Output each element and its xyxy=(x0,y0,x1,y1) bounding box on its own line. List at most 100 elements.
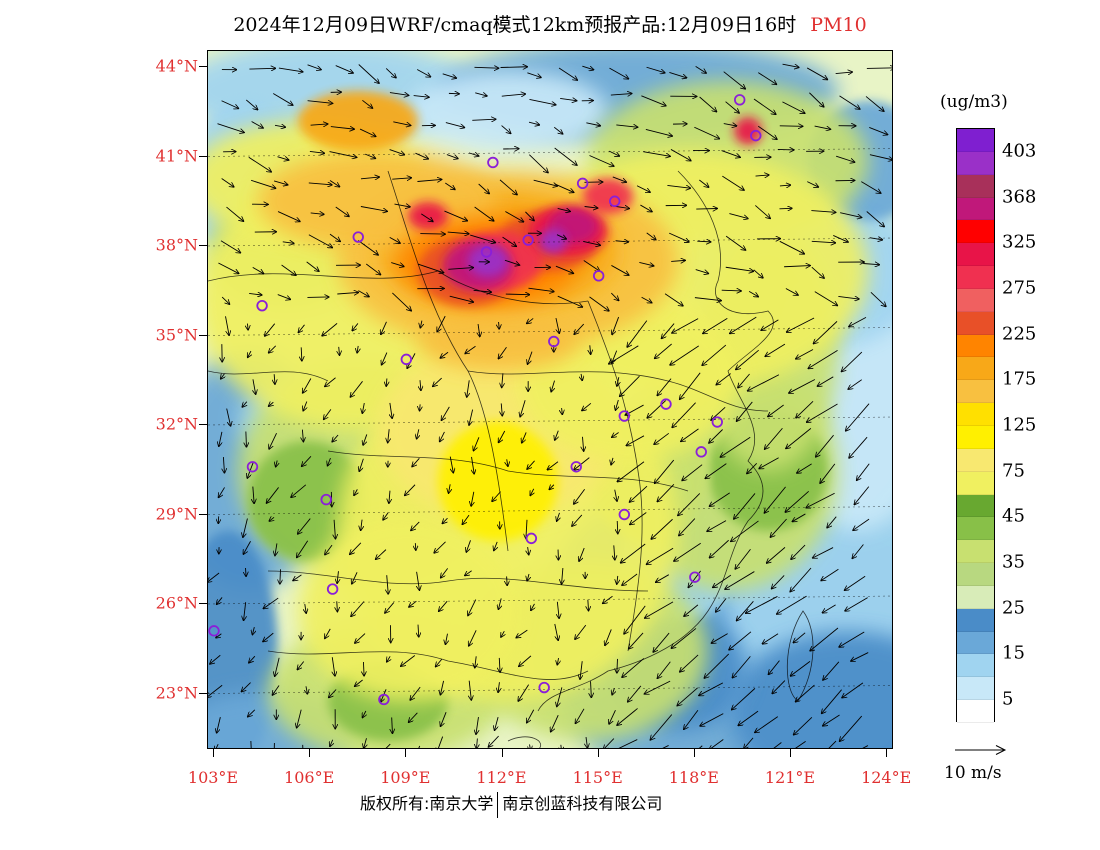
wind-vector xyxy=(358,290,368,297)
wind-vector xyxy=(580,661,582,679)
wind-vector xyxy=(335,206,349,216)
wind-vector xyxy=(417,429,419,438)
wind-vector xyxy=(475,93,487,96)
wind-vector xyxy=(557,295,583,307)
longitude-label: 103°E xyxy=(187,768,239,787)
wind-vector xyxy=(250,740,252,748)
wind-vector xyxy=(469,409,474,425)
legend-swatch xyxy=(957,311,994,335)
legend-swatch xyxy=(957,220,994,244)
wind-vector xyxy=(554,183,574,192)
station-marker xyxy=(576,177,589,190)
wind-vector xyxy=(811,211,835,213)
wind-vector xyxy=(640,204,651,212)
legend-swatch xyxy=(957,471,994,495)
wind-vector xyxy=(501,125,511,134)
legend-label: 325 xyxy=(1002,231,1037,253)
wind-vector xyxy=(670,149,691,160)
wind-vector xyxy=(362,99,372,108)
wind-vector xyxy=(621,543,646,563)
wind-vector xyxy=(579,547,585,561)
wind-vector xyxy=(498,598,501,609)
boundary-line xyxy=(467,370,769,412)
wind-vector xyxy=(249,68,275,69)
reference-vector-arrow-icon xyxy=(955,745,1007,755)
wind-vector xyxy=(385,743,391,748)
latitude-gridline xyxy=(208,595,892,605)
wind-vector xyxy=(263,632,274,641)
wind-vector xyxy=(833,235,848,242)
wind-vector xyxy=(449,295,473,302)
wind-vector xyxy=(797,463,812,473)
wind-vector xyxy=(449,484,451,493)
wind-vector xyxy=(529,98,556,104)
wind-vector xyxy=(273,180,288,185)
station-marker xyxy=(378,693,390,706)
wind-vector xyxy=(420,320,422,328)
wind-vector xyxy=(617,377,619,386)
longitude-tick xyxy=(309,749,311,757)
wind-vector xyxy=(392,717,393,733)
wind-vector xyxy=(217,597,223,604)
legend-colorbar xyxy=(956,128,995,723)
wind-vector xyxy=(391,262,404,267)
wind-vector xyxy=(681,428,699,441)
wind-vector xyxy=(839,95,860,109)
wind-vector xyxy=(306,261,319,271)
legend-label: 403 xyxy=(1002,140,1037,162)
wind-vector xyxy=(226,206,243,221)
longitude-label: 124°E xyxy=(861,768,912,787)
footer-left: 版权所有:南京大学 xyxy=(360,794,494,813)
wind-vector xyxy=(282,242,294,244)
wind-vector xyxy=(617,708,638,725)
station-marker xyxy=(592,270,605,282)
wind-vector xyxy=(473,437,480,450)
wind-vector xyxy=(725,235,745,250)
wind-vector xyxy=(789,379,816,393)
wind-vector xyxy=(307,101,333,104)
station-marker xyxy=(548,335,560,348)
concentration-patch xyxy=(583,178,633,214)
wind-vector xyxy=(409,600,417,607)
wind-vector xyxy=(557,601,559,618)
wind-vector xyxy=(248,350,251,357)
legend-swatch xyxy=(957,197,994,221)
latitude-label: 38°N xyxy=(155,235,198,255)
wind-vector xyxy=(272,685,280,694)
wind-vector xyxy=(557,658,558,665)
wind-vector xyxy=(758,72,776,85)
wind-vector xyxy=(248,709,256,717)
wind-vector xyxy=(857,463,870,480)
legend-swatch xyxy=(957,380,994,404)
station-marker xyxy=(660,398,672,410)
wind-vector xyxy=(679,518,696,536)
wind-vector xyxy=(643,151,670,157)
wind-vector xyxy=(252,627,254,634)
wind-vector xyxy=(557,687,563,706)
wind-vector xyxy=(557,208,570,211)
wind-vector xyxy=(441,568,449,577)
wind-vector xyxy=(716,373,731,385)
wind-vector xyxy=(489,735,499,747)
title-variable: PM10 xyxy=(810,14,867,36)
wind-vector xyxy=(761,319,779,330)
wind-vector xyxy=(617,658,618,673)
wind-vector xyxy=(779,240,804,254)
wind-vector xyxy=(554,623,558,640)
wind-vector xyxy=(249,293,262,295)
legend-label: 125 xyxy=(1002,414,1037,436)
wind-vector xyxy=(721,290,741,291)
wind-vector xyxy=(440,431,445,442)
wind-vector xyxy=(519,655,532,666)
wind-vector xyxy=(664,293,683,306)
boundary-line xyxy=(537,170,774,712)
wind-vector xyxy=(350,542,362,554)
wind-vector xyxy=(757,125,777,139)
wind-vector xyxy=(412,458,420,466)
wind-vector xyxy=(527,460,535,469)
legend-swatch xyxy=(957,288,994,312)
wind-vector xyxy=(772,680,786,694)
wind-vector xyxy=(608,150,619,156)
wind-vector xyxy=(655,459,675,483)
wind-vector xyxy=(678,493,701,515)
